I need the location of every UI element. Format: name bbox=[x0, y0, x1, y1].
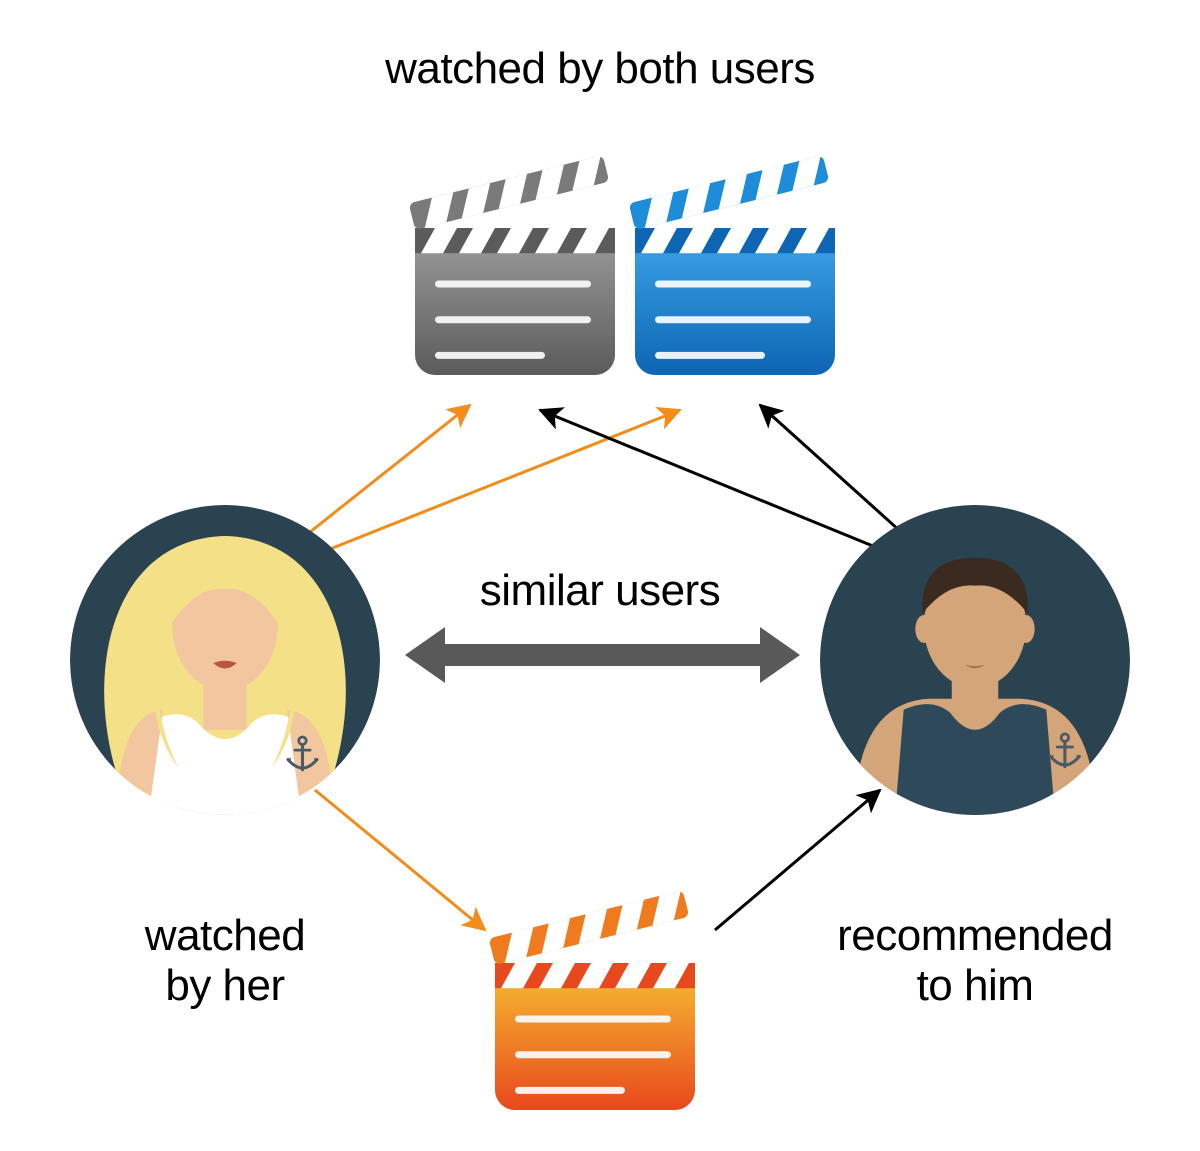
label-middle: similar users bbox=[300, 566, 900, 617]
anchor-icon bbox=[1050, 734, 1079, 767]
arrow-orange-to-him bbox=[715, 790, 880, 930]
arrow-her-to-orange bbox=[315, 790, 485, 930]
arrow-him-to-blue bbox=[760, 405, 910, 540]
clapper-gray-icon bbox=[409, 155, 615, 375]
arrow-her-to-blue bbox=[315, 410, 680, 555]
diagram-stage: watched by both users similar users watc… bbox=[0, 0, 1200, 1151]
clapper-blue-icon bbox=[629, 155, 835, 375]
label-right-1: recommended bbox=[675, 911, 1200, 962]
double-arrow-similar-users bbox=[405, 627, 800, 683]
label-left-1: watched bbox=[0, 911, 525, 962]
label-left-2: by her bbox=[0, 961, 525, 1012]
arrow-him-to-gray bbox=[540, 410, 895, 555]
avatars-layer bbox=[70, 505, 1130, 823]
label-top: watched by both users bbox=[300, 44, 900, 95]
avatar-female bbox=[70, 505, 380, 823]
arrows-layer bbox=[300, 405, 910, 930]
arrow-her-to-gray bbox=[300, 405, 470, 540]
avatar-male bbox=[820, 505, 1130, 823]
label-right-2: to him bbox=[675, 961, 1200, 1012]
anchor-icon bbox=[288, 737, 317, 770]
